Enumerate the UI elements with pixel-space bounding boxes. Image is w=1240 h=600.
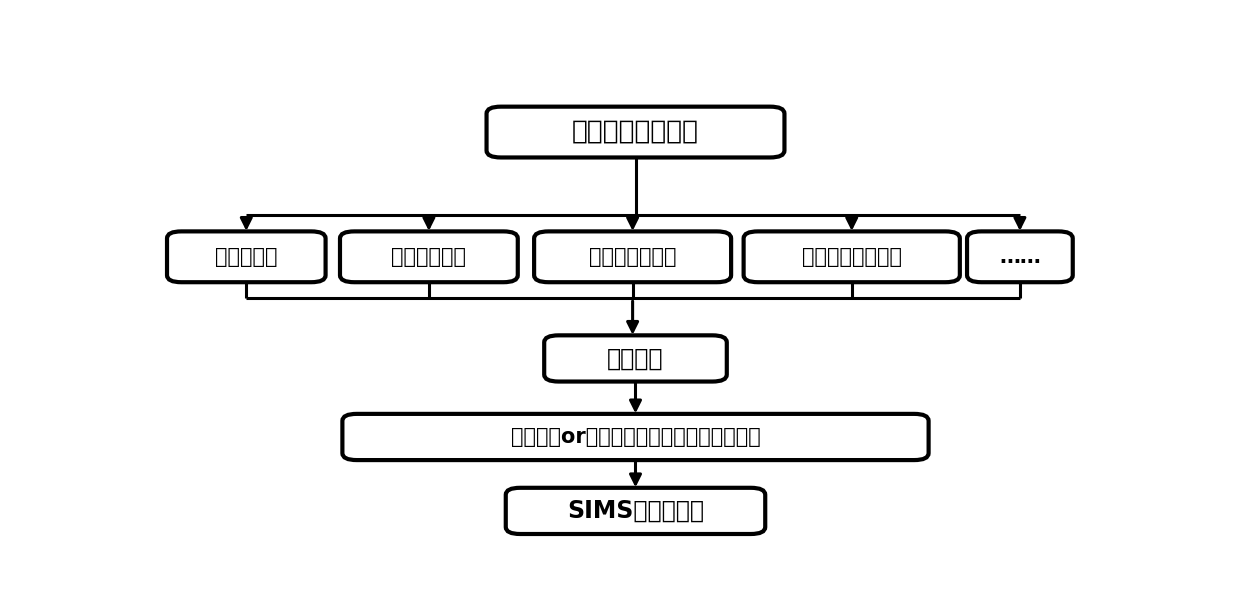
Text: 仪器状态监控软件: 仪器状态监控软件 — [572, 119, 699, 145]
FancyBboxPatch shape — [744, 232, 960, 282]
Text: 冷却系统监测: 冷却系统监测 — [392, 247, 466, 267]
FancyBboxPatch shape — [340, 232, 518, 282]
Text: 特定分析结果监测: 特定分析结果监测 — [802, 247, 901, 267]
FancyBboxPatch shape — [506, 488, 765, 534]
FancyBboxPatch shape — [486, 107, 785, 157]
FancyBboxPatch shape — [534, 232, 732, 282]
Text: 温湿度监测: 温湿度监测 — [215, 247, 278, 267]
Text: 离子流强度监测: 离子流强度监测 — [589, 247, 676, 267]
FancyBboxPatch shape — [167, 232, 326, 282]
Text: SIMS效率的提高: SIMS效率的提高 — [567, 499, 704, 523]
FancyBboxPatch shape — [544, 335, 727, 382]
Text: ……: …… — [999, 247, 1040, 267]
Text: 异常报警: 异常报警 — [608, 346, 663, 370]
Text: 短信提醒or自动终止仪器运行，工程师响应: 短信提醒or自动终止仪器运行，工程师响应 — [511, 427, 760, 447]
FancyBboxPatch shape — [342, 414, 929, 460]
FancyBboxPatch shape — [967, 232, 1073, 282]
